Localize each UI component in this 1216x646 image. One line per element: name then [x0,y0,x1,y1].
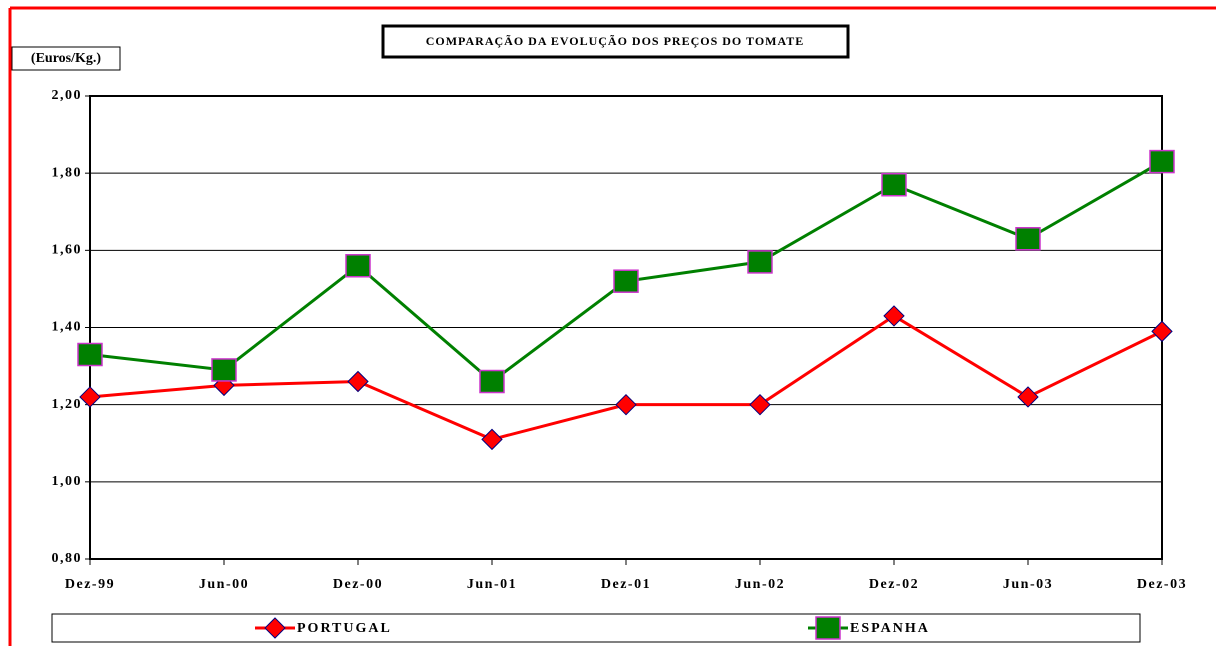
point [345,254,371,278]
point [211,358,237,382]
point [747,250,773,274]
point [77,342,103,367]
point [1151,320,1173,343]
unit-box [11,46,121,71]
x-tick-label: Dez-02 [869,577,919,592]
point [1015,227,1041,251]
legend-label: PORTUGAL [297,621,392,636]
y-tick-label: 1,60 [52,243,83,258]
point [1149,149,1175,174]
y-tick-label: 1,20 [52,397,83,412]
x-tick-label: Dez-00 [333,577,383,592]
point [881,172,907,197]
y-tick-label: 1,40 [52,320,83,335]
y-tick-label: 1,00 [52,474,83,489]
x-tick-label: Jun-02 [735,577,785,592]
point [613,269,639,293]
point [481,428,503,451]
chart-title: COMPARAÇÃO DA EVOLUÇÃO DOS PREÇOS DO TOM… [426,34,805,48]
y-tick-label: 0,80 [52,551,83,566]
x-tick-label: Jun-03 [1003,577,1053,592]
y-axis-label: (Euros/Kg.) [31,51,101,66]
point [1017,386,1039,408]
y-tick-label: 1,80 [52,165,83,180]
x-tick-label: Jun-00 [199,577,249,592]
x-tick-label: Dez-01 [601,577,651,592]
point [749,393,771,416]
x-tick-label: Dez-99 [65,577,115,592]
legend-label: ESPANHA [850,621,930,636]
point [264,617,286,639]
point [883,305,905,327]
point [79,386,101,408]
point [815,616,841,640]
x-tick-label: Jun-01 [467,577,517,592]
point [615,393,637,416]
point [479,369,505,394]
series-line [89,314,1163,441]
legend-box [51,613,1141,643]
point [347,370,369,393]
x-tick-label: Dez-03 [1137,577,1187,592]
title-box [381,24,850,59]
y-tick-label: 2,00 [52,88,83,103]
